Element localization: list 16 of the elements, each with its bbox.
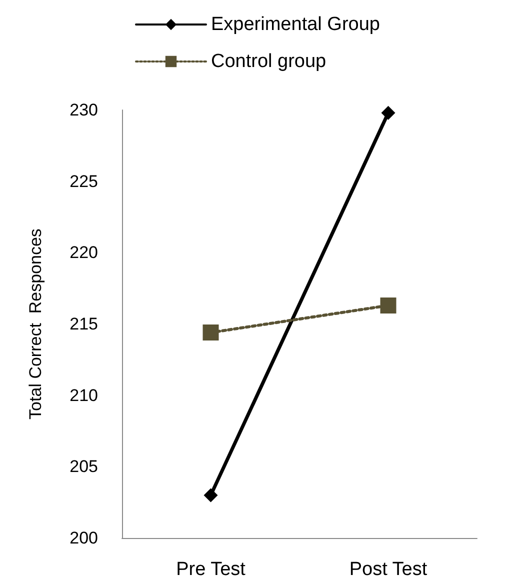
- point: [204, 488, 218, 502]
- y-tick-label: 200: [70, 528, 98, 548]
- y-tick-label: 220: [70, 243, 98, 262]
- legend-label: Experimental Group: [211, 14, 380, 35]
- y-axis-title: Total Correct Responces: [26, 228, 45, 420]
- x-tick-label: Post Test: [349, 559, 428, 580]
- y-tick-label: 230: [70, 100, 98, 120]
- point: [380, 297, 396, 314]
- y-tick-label: 215: [70, 314, 98, 334]
- point: [202, 324, 219, 341]
- y-tick-label: 210: [70, 386, 98, 405]
- y-tick-label: 225: [70, 172, 98, 191]
- point: [381, 106, 396, 120]
- y-tick-label: 205: [70, 457, 98, 476]
- x-tick-label: Pre Test: [176, 559, 246, 580]
- legend-label: Control group: [211, 51, 326, 72]
